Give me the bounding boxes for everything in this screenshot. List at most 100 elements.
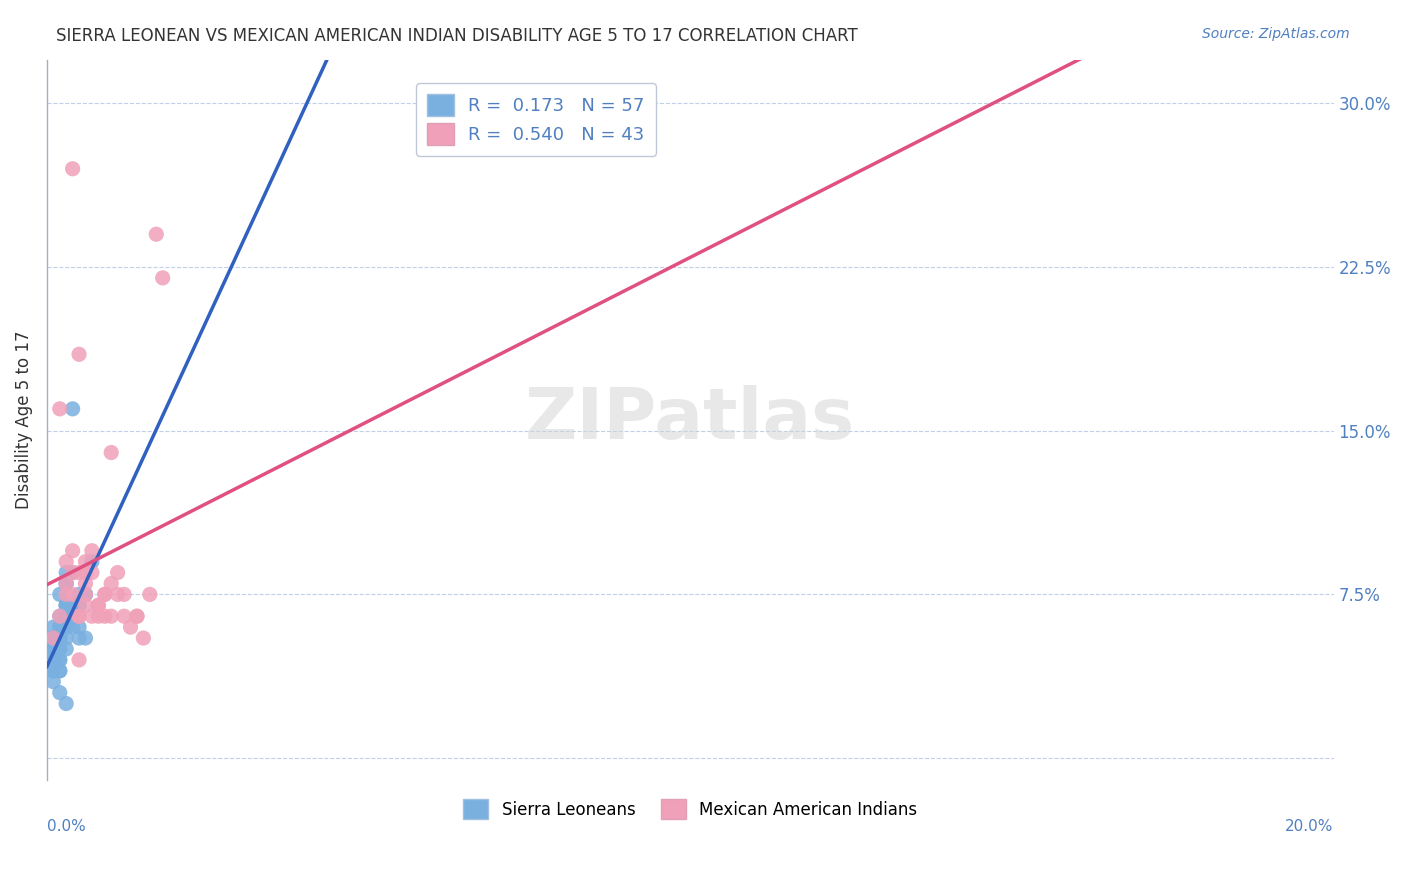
Mexican American Indians: [80, 609, 103, 624]
Sierra Leoneans: [42, 631, 65, 645]
Sierra Leoneans: [62, 620, 84, 634]
Mexican American Indians: [55, 576, 77, 591]
Sierra Leoneans: [55, 576, 77, 591]
Mexican American Indians: [67, 653, 90, 667]
Sierra Leoneans: [67, 620, 90, 634]
Sierra Leoneans: [55, 599, 77, 613]
Sierra Leoneans: [67, 599, 90, 613]
Text: 20.0%: 20.0%: [1285, 819, 1333, 834]
Sierra Leoneans: [49, 620, 72, 634]
Mexican American Indians: [67, 609, 90, 624]
Sierra Leoneans: [49, 664, 72, 678]
Sierra Leoneans: [42, 653, 65, 667]
Mexican American Indians: [75, 576, 97, 591]
Sierra Leoneans: [49, 664, 72, 678]
Sierra Leoneans: [42, 664, 65, 678]
Text: Source: ZipAtlas.com: Source: ZipAtlas.com: [1202, 27, 1350, 41]
Sierra Leoneans: [49, 642, 72, 657]
Sierra Leoneans: [62, 609, 84, 624]
Mexican American Indians: [75, 599, 97, 613]
Sierra Leoneans: [42, 674, 65, 689]
Mexican American Indians: [132, 631, 155, 645]
Mexican American Indians: [80, 543, 103, 558]
Mexican American Indians: [87, 609, 110, 624]
Mexican American Indians: [42, 631, 65, 645]
Sierra Leoneans: [62, 609, 84, 624]
Sierra Leoneans: [55, 609, 77, 624]
Sierra Leoneans: [49, 631, 72, 645]
Sierra Leoneans: [62, 599, 84, 613]
Mexican American Indians: [100, 609, 122, 624]
Sierra Leoneans: [55, 599, 77, 613]
Mexican American Indians: [125, 609, 148, 624]
Y-axis label: Disability Age 5 to 17: Disability Age 5 to 17: [15, 331, 32, 509]
Sierra Leoneans: [75, 631, 97, 645]
Mexican American Indians: [80, 566, 103, 580]
Sierra Leoneans: [49, 653, 72, 667]
Mexican American Indians: [87, 599, 110, 613]
Sierra Leoneans: [49, 587, 72, 601]
Sierra Leoneans: [42, 631, 65, 645]
Sierra Leoneans: [42, 653, 65, 667]
Sierra Leoneans: [42, 642, 65, 657]
Mexican American Indians: [107, 566, 129, 580]
Mexican American Indians: [62, 161, 84, 176]
Mexican American Indians: [55, 587, 77, 601]
Sierra Leoneans: [49, 631, 72, 645]
Mexican American Indians: [62, 587, 84, 601]
Sierra Leoneans: [42, 642, 65, 657]
Sierra Leoneans: [42, 642, 65, 657]
Sierra Leoneans: [67, 587, 90, 601]
Mexican American Indians: [87, 599, 110, 613]
Sierra Leoneans: [49, 653, 72, 667]
Sierra Leoneans: [62, 566, 84, 580]
Mexican American Indians: [62, 566, 84, 580]
Mexican American Indians: [145, 227, 167, 242]
Mexican American Indians: [49, 401, 72, 416]
Sierra Leoneans: [75, 587, 97, 601]
Sierra Leoneans: [49, 631, 72, 645]
Mexican American Indians: [112, 587, 135, 601]
Sierra Leoneans: [42, 653, 65, 667]
Sierra Leoneans: [49, 685, 72, 699]
Mexican American Indians: [94, 587, 117, 601]
Mexican American Indians: [94, 609, 117, 624]
Mexican American Indians: [75, 587, 97, 601]
Sierra Leoneans: [42, 620, 65, 634]
Sierra Leoneans: [49, 631, 72, 645]
Text: SIERRA LEONEAN VS MEXICAN AMERICAN INDIAN DISABILITY AGE 5 TO 17 CORRELATION CHA: SIERRA LEONEAN VS MEXICAN AMERICAN INDIA…: [56, 27, 858, 45]
Sierra Leoneans: [55, 620, 77, 634]
Sierra Leoneans: [55, 631, 77, 645]
Sierra Leoneans: [80, 555, 103, 569]
Sierra Leoneans: [55, 620, 77, 634]
Mexican American Indians: [67, 347, 90, 361]
Sierra Leoneans: [55, 566, 77, 580]
Sierra Leoneans: [55, 697, 77, 711]
Mexican American Indians: [49, 609, 72, 624]
Mexican American Indians: [120, 620, 142, 634]
Mexican American Indians: [107, 587, 129, 601]
Mexican American Indians: [100, 445, 122, 459]
Mexican American Indians: [112, 609, 135, 624]
Mexican American Indians: [94, 587, 117, 601]
Sierra Leoneans: [62, 401, 84, 416]
Sierra Leoneans: [55, 576, 77, 591]
Mexican American Indians: [67, 609, 90, 624]
Mexican American Indians: [152, 271, 174, 285]
Sierra Leoneans: [49, 642, 72, 657]
Sierra Leoneans: [55, 599, 77, 613]
Mexican American Indians: [62, 543, 84, 558]
Mexican American Indians: [55, 555, 77, 569]
Text: 0.0%: 0.0%: [46, 819, 86, 834]
Mexican American Indians: [75, 555, 97, 569]
Mexican American Indians: [75, 566, 97, 580]
Sierra Leoneans: [62, 609, 84, 624]
Mexican American Indians: [100, 576, 122, 591]
Sierra Leoneans: [55, 642, 77, 657]
Sierra Leoneans: [49, 609, 72, 624]
Legend: Sierra Leoneans, Mexican American Indians: Sierra Leoneans, Mexican American Indian…: [453, 789, 927, 830]
Sierra Leoneans: [42, 664, 65, 678]
Sierra Leoneans: [67, 599, 90, 613]
Text: ZIPatlas: ZIPatlas: [524, 385, 855, 454]
Mexican American Indians: [139, 587, 162, 601]
